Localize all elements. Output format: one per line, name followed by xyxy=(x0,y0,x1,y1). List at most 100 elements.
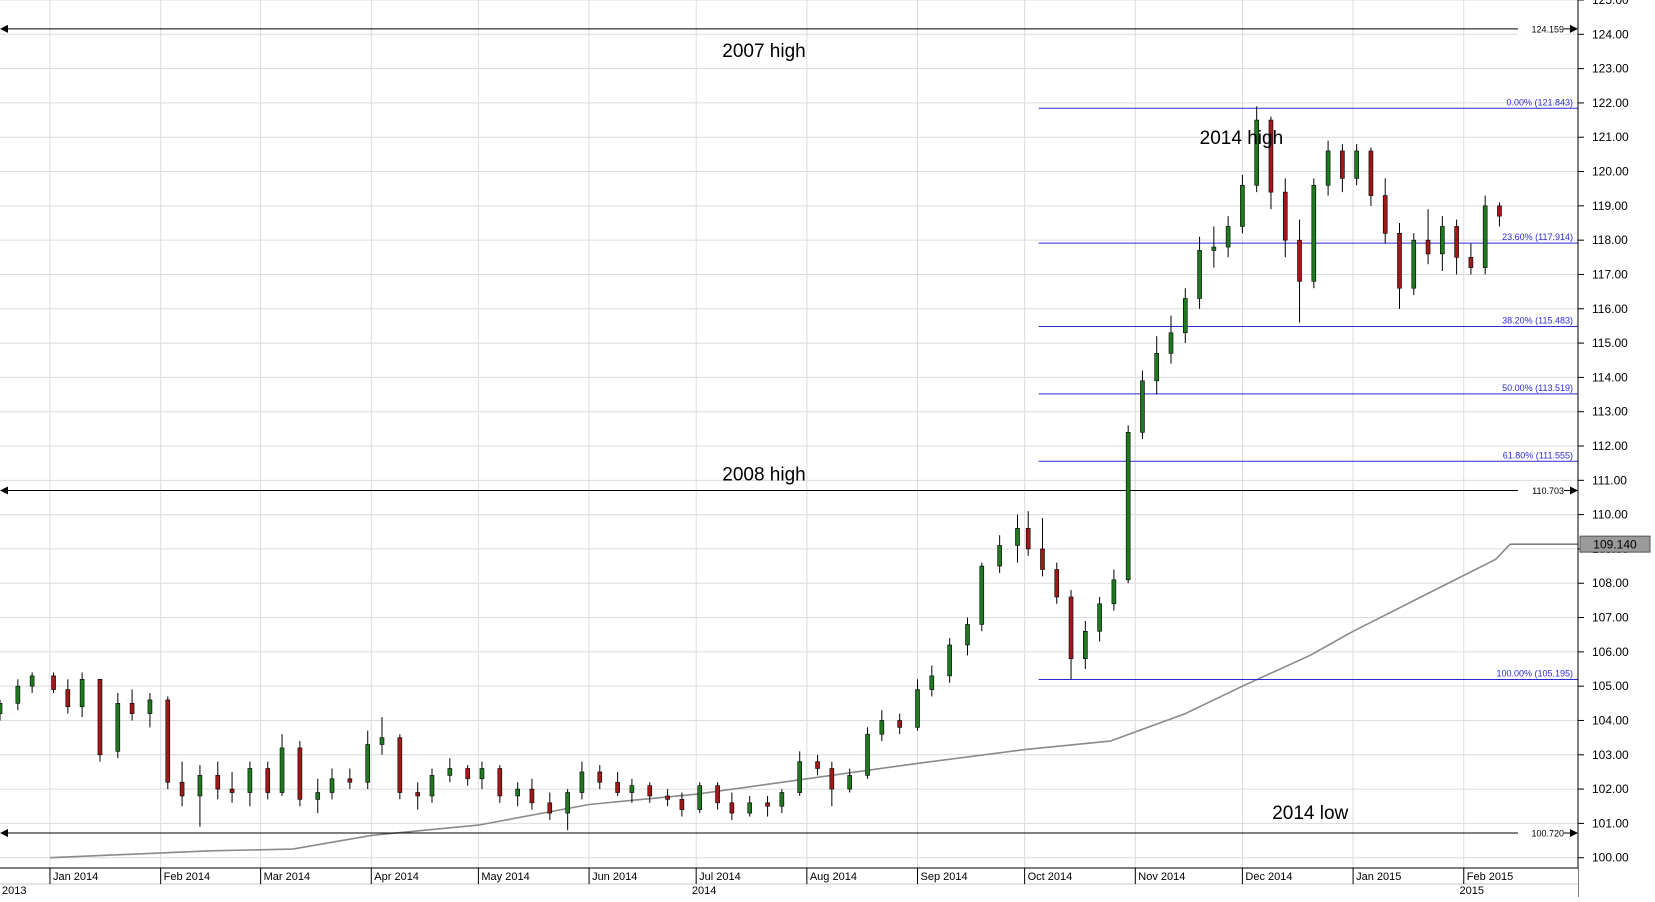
candle-body-down xyxy=(1025,528,1031,550)
candle-body-down xyxy=(179,781,185,797)
candle-body-down xyxy=(465,768,470,780)
candle-body-up xyxy=(247,768,253,793)
x-month-label: Feb 2015 xyxy=(1467,871,1513,883)
candle-body-up xyxy=(1197,250,1202,299)
y-tick-label: 115.00 xyxy=(1592,336,1628,350)
fib-level-label: 61.80% (111.555) xyxy=(1503,450,1573,460)
candle-body-up xyxy=(979,565,985,625)
candle-body-up xyxy=(329,778,335,793)
candle-body-down xyxy=(897,720,902,728)
fib-level-label: 23.60% (117.914) xyxy=(1502,232,1573,242)
moving-average xyxy=(49,543,1578,859)
candle-body-down xyxy=(129,703,135,714)
x-axis-panel xyxy=(0,868,1578,897)
candle-body-up xyxy=(1254,119,1259,186)
candle-body-up xyxy=(279,747,285,793)
candle-body-down xyxy=(829,768,835,790)
candle-body-up xyxy=(1125,431,1131,581)
annotations: 2014 high xyxy=(1200,128,1283,149)
candle-body-up xyxy=(315,792,321,800)
candle-body-up xyxy=(747,802,753,814)
x-axis: Jan 2014 Feb 2014 Mar 2014 Apr 2014 May 2014… xyxy=(0,867,1578,897)
current-value-tag xyxy=(1579,535,1651,553)
candle-body-up xyxy=(929,675,935,690)
y-tick-label: 123.00 xyxy=(1592,62,1629,76)
y-tick-label: 108.00 xyxy=(1592,576,1629,590)
candle-body-up xyxy=(365,744,371,783)
candle-body-up xyxy=(997,545,1002,567)
level-arrow-left-icon xyxy=(0,829,8,838)
y-tick-label: 106.00 xyxy=(1592,645,1629,659)
candle-body-up xyxy=(847,775,852,790)
price-candles xyxy=(0,106,1502,831)
y-tick-label: 125.00 xyxy=(1592,0,1629,7)
candle-body-up xyxy=(1240,184,1245,227)
candle-body-up xyxy=(1182,298,1188,334)
y-tick-label: 105.00 xyxy=(1592,679,1629,693)
candle-body-up xyxy=(147,699,153,714)
candle-body-down xyxy=(529,788,535,804)
y-axis-panel xyxy=(1578,0,1655,897)
candle-body-down xyxy=(397,737,403,793)
candle-body-up xyxy=(379,737,385,745)
candle-body-down xyxy=(1382,195,1388,234)
x-year-label: 2014 xyxy=(692,885,716,897)
candle-body-up xyxy=(1015,528,1020,546)
candle-body-up xyxy=(1168,332,1174,354)
y-tick-label: 122.00 xyxy=(1592,96,1629,110)
candle-body-down xyxy=(1454,226,1459,258)
candle-body-down xyxy=(1497,205,1502,217)
candle-body-down xyxy=(1397,232,1402,289)
moving-average-line xyxy=(49,543,1511,859)
candle-body-up xyxy=(1411,239,1417,289)
gridlines xyxy=(0,0,1578,868)
candle-body-down xyxy=(679,799,685,810)
candle-body-up xyxy=(197,775,203,797)
y-tick-label: 111.00 xyxy=(1592,473,1627,487)
candle-body-down xyxy=(597,771,603,783)
candle-body-up xyxy=(1211,246,1217,251)
candle-body-down xyxy=(547,802,553,814)
current-value-label: 109.140 xyxy=(1593,538,1637,552)
candle-body-up xyxy=(1083,630,1088,660)
candle-body-down xyxy=(297,747,303,800)
candle-body-down xyxy=(1040,548,1045,570)
fib-level-label: 50.00% (113.519) xyxy=(1502,383,1573,393)
y-tick-label: 102.00 xyxy=(1592,782,1629,796)
candle-body-down xyxy=(51,675,56,690)
candle-body-down xyxy=(1268,119,1274,193)
fibonacci-levels: 0.00% (121.843) 23.60% (117.914) 38.20% (1… xyxy=(1038,97,1578,680)
candle-body-down xyxy=(765,802,770,807)
y-tick-label: 114.00 xyxy=(1592,370,1628,384)
y-tick-label: 101.00 xyxy=(1592,816,1629,830)
candle-body-up xyxy=(629,785,635,793)
candle-body-down xyxy=(729,802,735,814)
candle-body-up xyxy=(1354,150,1359,179)
y-tick-label: 116.00 xyxy=(1592,302,1628,316)
y-tick-label: 103.00 xyxy=(1592,748,1629,762)
x-year-label: 2015 xyxy=(1460,885,1484,897)
candle-body-up xyxy=(1311,184,1317,282)
level-value-label: 100.720 xyxy=(1531,829,1564,839)
candle-body-down xyxy=(615,781,620,793)
y-tick-label: 113.00 xyxy=(1592,405,1628,419)
y-tick-label: 121.00 xyxy=(1592,130,1629,144)
level-arrow-left-icon xyxy=(0,486,8,495)
candle-body-down xyxy=(647,785,653,797)
x-month-label: Jan 2015 xyxy=(1356,871,1401,883)
level-arrow-right-icon xyxy=(1570,486,1578,495)
candle-body-down xyxy=(715,785,720,804)
y-tick-label: 120.00 xyxy=(1592,165,1629,179)
level-arrow-right-icon xyxy=(1570,829,1578,838)
level-label-bg xyxy=(1518,827,1564,840)
candle-body-up xyxy=(515,788,520,797)
candle-body-up xyxy=(797,761,803,793)
x-month-label: Aug 2014 xyxy=(810,871,857,883)
candle-body-up xyxy=(1482,205,1488,268)
candle-body-down xyxy=(65,689,71,708)
x-month-label: Jun 2014 xyxy=(592,871,637,883)
candle-body-up xyxy=(565,792,570,814)
candle-body-down xyxy=(97,679,103,756)
